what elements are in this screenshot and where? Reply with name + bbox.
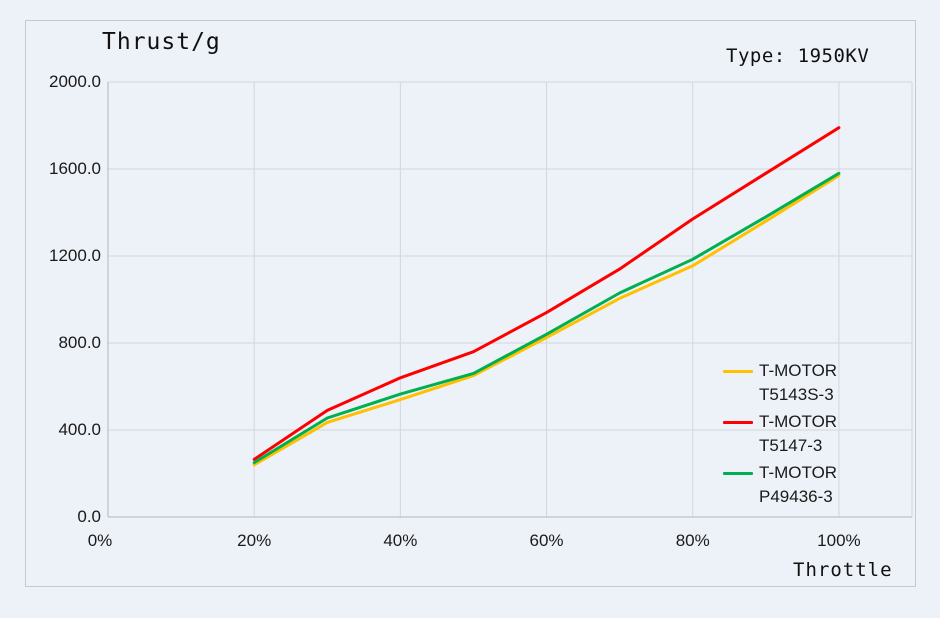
chart-panel: Thrust/g Type: 1950KV Throttle T-MOTOR T… [25,20,916,587]
legend: T-MOTOR T5143S-3 T-MOTOR T5147-3 T-MOTOR P… [723,359,837,509]
chart-title: Thrust/g [102,29,221,55]
y-axis-tick: 400.0 [58,420,101,439]
y-axis-tick: 2000.0 [49,72,101,91]
y-axis-tick: 1600.0 [49,159,101,178]
series-line [252,174,841,467]
legend-swatch [723,421,753,424]
legend-swatch [723,472,753,475]
motor-type-label: Type: 1950KV [726,45,870,67]
series-line [252,171,841,465]
series-line [252,126,841,461]
x-axis-tick: 60% [529,531,564,550]
x-axis-tick: 100% [817,531,861,550]
x-axis-tick: 40% [383,531,418,550]
legend-label: T-MOTOR T5143S-3 [759,361,838,404]
legend-item: T-MOTOR T5147-3 [723,410,837,458]
x-axis-tick: 80% [675,531,710,550]
y-axis-tick: 1200.0 [49,246,101,265]
x-axis-tick: 20% [237,531,272,550]
y-axis-tick: 800.0 [58,333,101,352]
y-axis-tick: 0.0 [77,507,101,526]
legend-item: T-MOTOR P49436-3 [723,461,837,509]
legend-label: T-MOTOR P49436-3 [759,463,838,506]
legend-label: T-MOTOR T5147-3 [759,412,838,455]
legend-swatch [723,370,753,373]
legend-item: T-MOTOR T5143S-3 [723,359,837,407]
plot-area [107,81,913,518]
x-axis-tick: 0% [87,531,113,550]
x-axis-title: Throttle [793,559,893,581]
